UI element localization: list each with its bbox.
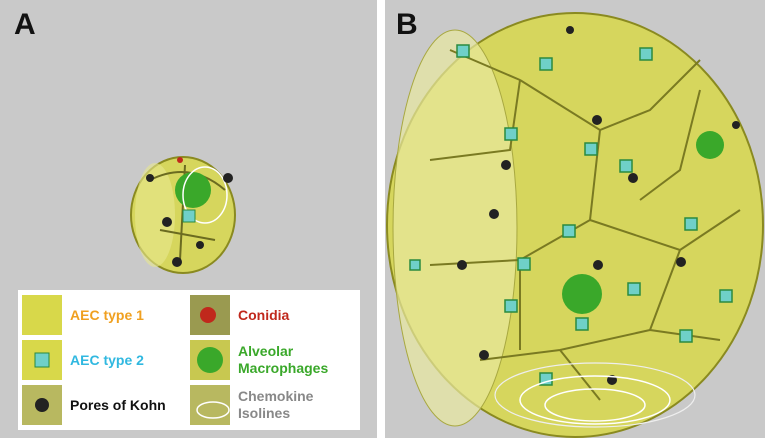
legend: AEC type 1 AEC type 2 Pores of Kohn Coni… — [18, 290, 360, 430]
legend-icons — [22, 295, 230, 425]
legend-label: Alveolar Macrophages — [238, 343, 329, 376]
legend-label: Conidia — [238, 307, 290, 323]
panel-label: B — [396, 8, 418, 41]
alveolus-small — [130, 156, 236, 274]
alveolus-large — [386, 12, 764, 438]
legend-label: AEC type 1 — [70, 307, 144, 323]
legend-label: Chemokine Isolines — [238, 388, 314, 421]
legend-label: AEC type 2 — [70, 352, 144, 368]
panel-label: A — [14, 8, 36, 41]
legend-label: Pores of Kohn — [70, 397, 166, 413]
